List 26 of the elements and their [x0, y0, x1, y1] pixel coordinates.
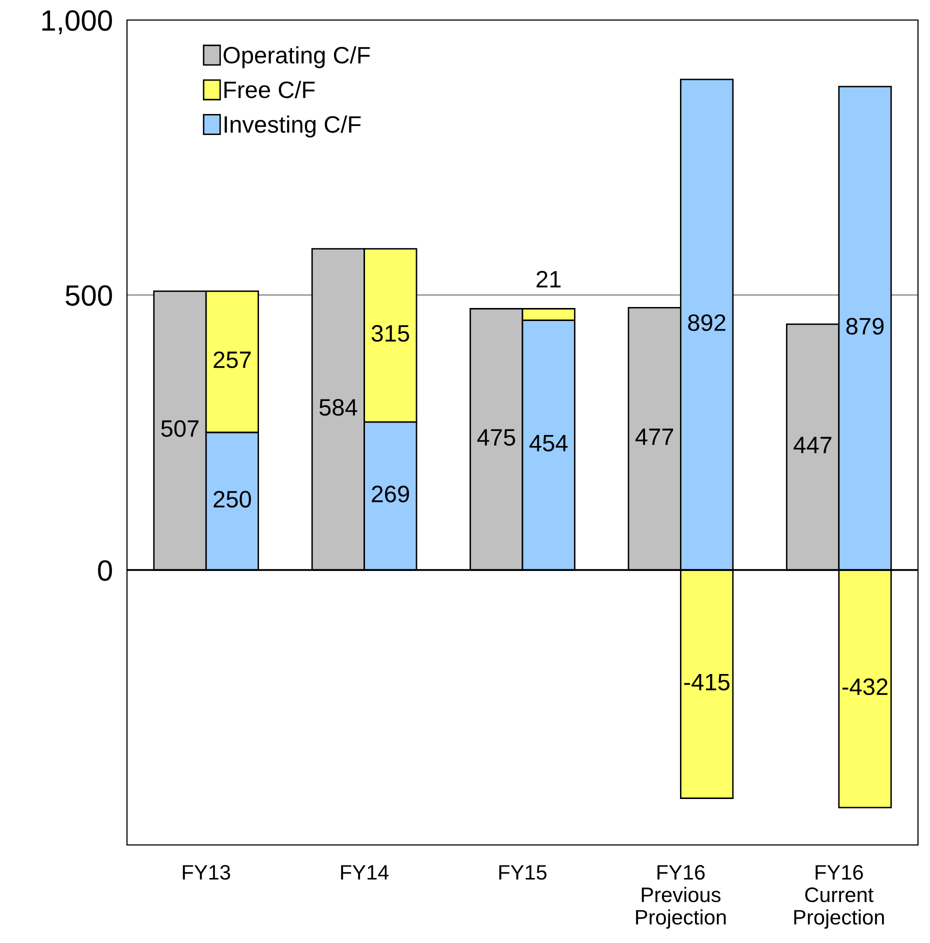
x-tick-label: FY13: [182, 864, 230, 880]
data-label: 257: [214, 351, 251, 368]
x-tick-label: FY15: [499, 865, 547, 880]
legend-label: Operating C/F: [224, 46, 370, 68]
data-label: 269: [372, 486, 409, 502]
x-tick-label: FY16 Previous Projection: [636, 864, 726, 929]
y-tick-label: 1,000: [42, 10, 112, 34]
legend-label: Investing C/F: [224, 116, 361, 138]
data-label: 447: [794, 436, 832, 454]
data-label: 477: [635, 428, 674, 445]
data-label: 475: [477, 429, 516, 446]
data-label: -415: [684, 674, 730, 690]
data-label: 21: [536, 270, 561, 288]
data-label: -432: [842, 678, 888, 696]
data-label: 584: [319, 399, 358, 416]
y-tick-label: 0: [98, 560, 112, 581]
x-tick-label: FY14: [341, 865, 389, 880]
data-label: 250: [214, 490, 251, 508]
y-tick-label: 500: [66, 285, 112, 306]
data-label: 507: [161, 420, 199, 437]
data-label: 879: [846, 318, 884, 335]
data-label: 315: [372, 325, 410, 342]
legend-label: Free C/F: [224, 80, 315, 98]
data-label: 892: [688, 314, 726, 332]
x-tick-label: FY16 Current Projection: [794, 864, 884, 929]
data-label: 454: [529, 435, 568, 452]
